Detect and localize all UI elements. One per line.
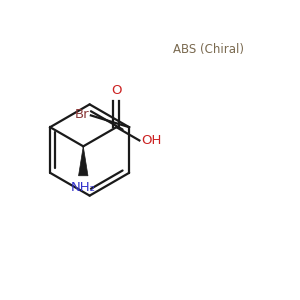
- Text: NH₂: NH₂: [71, 181, 96, 194]
- Text: Br: Br: [75, 108, 89, 121]
- Text: O: O: [111, 84, 122, 97]
- Polygon shape: [79, 146, 88, 176]
- Text: OH: OH: [141, 134, 161, 147]
- Text: ABS (Chiral): ABS (Chiral): [173, 44, 244, 56]
